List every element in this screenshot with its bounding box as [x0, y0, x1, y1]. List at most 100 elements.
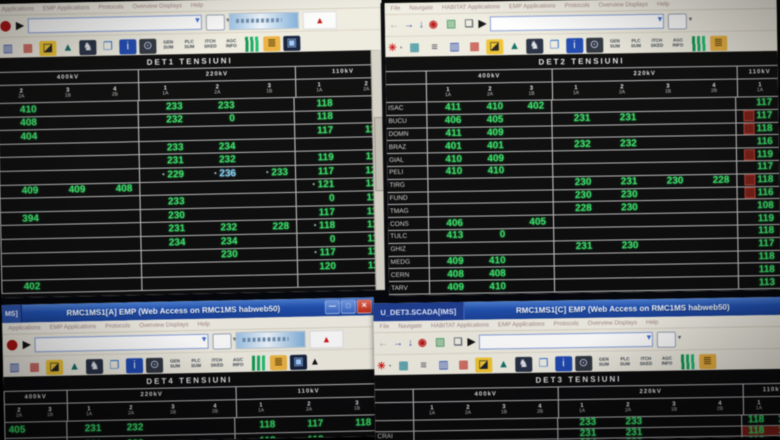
slash-yellow-icon[interactable]: ◪ [45, 359, 64, 375]
play-icon[interactable]: ▶ [467, 336, 476, 348]
chart-icon[interactable] [678, 353, 697, 369]
window-style-button[interactable] [205, 13, 225, 31]
plc-sum-button[interactable]: PLC SUM [184, 39, 195, 50]
down-arrow-icon[interactable]: ↓ [407, 337, 414, 349]
book-icon[interactable]: ≣ [269, 354, 288, 370]
menu-item[interactable]: Protocols [98, 3, 124, 11]
folders-icon[interactable]: ❐ [538, 357, 549, 370]
menu-item[interactable]: Applications [8, 324, 41, 332]
tree-icon[interactable]: ▲ [68, 359, 81, 373]
close-button[interactable]: ✕ [356, 299, 372, 314]
agc-info-button[interactable]: AGC INFO [672, 37, 684, 48]
alarm-icon[interactable]: ✳ [377, 360, 386, 372]
grid-red-icon[interactable]: ▦ [29, 360, 40, 373]
separator-dot-icon[interactable]: · [399, 42, 404, 54]
back-arrow-icon[interactable]: ← [377, 338, 389, 350]
itch-sked-button[interactable]: ITCH SKED [204, 38, 217, 49]
list-icon[interactable]: ≡ [431, 40, 438, 53]
image-icon[interactable]: ▧ [434, 336, 446, 349]
gen-sum-button[interactable]: GEN SUM [170, 358, 181, 369]
menu-item[interactable]: Help [645, 319, 659, 326]
back-arrow-icon[interactable]: ← [388, 19, 400, 32]
menu-item[interactable]: HABITAT Applications [430, 321, 490, 329]
record-icon[interactable]: ⬤ [0, 20, 12, 33]
down-arrow-icon[interactable]: ↓ [418, 19, 425, 31]
wolf-icon[interactable]: ♞ [525, 38, 544, 54]
window-style-button[interactable] [668, 12, 688, 30]
play-icon[interactable]: ▶ [22, 339, 31, 351]
window-style-button[interactable] [212, 332, 232, 350]
book-icon[interactable]: ≣ [263, 35, 281, 51]
forward-arrow-icon[interactable]: → [403, 19, 415, 31]
grid-red-icon[interactable]: ▦ [469, 40, 480, 53]
tree-icon[interactable]: ▲ [497, 357, 510, 370]
columns-navy-icon[interactable]: ▥ [438, 358, 449, 371]
menu-item[interactable]: Applications [1, 5, 34, 13]
folders-icon[interactable]: ❐ [102, 40, 113, 53]
chart-icon[interactable] [243, 36, 261, 52]
chart-icon[interactable] [249, 354, 268, 371]
columns-navy-icon[interactable]: ▥ [2, 42, 14, 55]
menu-item[interactable]: Overview Displays [598, 1, 649, 9]
window-navy-icon[interactable]: ▣ [289, 354, 308, 370]
menu-item[interactable]: Navigate [398, 323, 423, 330]
table-teal-icon[interactable]: ▦ [398, 359, 409, 372]
info-icon[interactable]: i [125, 357, 144, 373]
menu-item[interactable]: File [390, 5, 401, 12]
alarm-icon[interactable]: ✳ [388, 42, 397, 54]
agc-info-button[interactable]: AGC INFO [232, 357, 244, 368]
info-icon[interactable]: i [119, 38, 137, 55]
grid-red-icon[interactable]: ▦ [458, 358, 469, 371]
itch-sked-button[interactable]: ITCH SKED [210, 357, 224, 368]
display-selector-combo[interactable] [479, 331, 654, 350]
stop-icon[interactable]: ◉ [428, 19, 438, 31]
menu-item[interactable]: HABITAT Applications [441, 3, 501, 11]
menu-item[interactable]: Help [656, 1, 670, 8]
menu-item[interactable]: Overview Displays [139, 321, 189, 329]
menu-item[interactable]: File [379, 323, 390, 330]
stop-icon[interactable]: ◉ [417, 337, 427, 349]
info-icon[interactable]: i [554, 355, 573, 371]
menu-item[interactable]: Overview Displays [132, 2, 182, 10]
window-navy-icon[interactable]: ▣ [283, 35, 301, 51]
agc-info-button[interactable]: AGC INFO [661, 355, 673, 366]
menu-item[interactable]: Protocols [564, 2, 590, 9]
itch-sked-button[interactable]: ITCH SKED [650, 37, 664, 48]
itch-sked-button[interactable]: ITCH SKED [639, 355, 653, 367]
gen-sum-button[interactable]: GEN SUM [598, 356, 610, 367]
menu-item[interactable]: Navigate [409, 4, 434, 12]
plc-sum-button[interactable]: PLC SUM [630, 38, 642, 49]
book-icon[interactable]: ≣ [709, 35, 728, 51]
tree-icon[interactable]: ▲ [62, 40, 74, 54]
separator-dot-icon[interactable]: · [388, 360, 393, 372]
menu-item[interactable]: Overview Displays [587, 319, 638, 327]
scope-icon[interactable]: ⊙ [585, 37, 604, 53]
eject-icon[interactable]: ▲ [309, 355, 321, 368]
image-icon[interactable]: ▧ [445, 17, 457, 31]
menu-item[interactable]: EMP Applications [42, 4, 90, 12]
display-selector-combo[interactable] [27, 14, 202, 34]
menu-item[interactable]: EMP Applications [497, 321, 545, 328]
wolf-icon[interactable]: ♞ [85, 358, 104, 374]
scope-icon[interactable]: ⊙ [145, 357, 164, 373]
window-style-button[interactable] [657, 331, 677, 348]
gen-sum-button[interactable]: GEN SUM [163, 39, 174, 50]
slash-yellow-icon[interactable]: ◪ [474, 356, 493, 373]
agc-info-button[interactable]: AGC INFO [225, 38, 237, 49]
tree-icon[interactable]: ▲ [508, 39, 521, 52]
display-selector-combo[interactable] [34, 333, 209, 353]
gen-sum-button[interactable]: GEN SUM [609, 38, 621, 49]
maximize-button[interactable]: □ [340, 299, 356, 314]
plc-sum-button[interactable]: PLC SUM [190, 357, 202, 369]
minimize-button[interactable]: — [324, 299, 340, 315]
list-icon[interactable]: ≡ [420, 358, 427, 372]
background-window-fragment[interactable]: MS] [1, 304, 22, 324]
new-doc-icon[interactable]: ❏ [453, 336, 463, 349]
folders-icon[interactable]: ❐ [549, 38, 560, 51]
wolf-icon[interactable]: ♞ [79, 39, 97, 55]
wolf-icon[interactable]: ♞ [514, 356, 533, 372]
folders-icon[interactable]: ❐ [109, 359, 120, 372]
menu-item[interactable]: EMP Applications [49, 323, 97, 331]
scada-task-tab[interactable]: U_DET3.SCADA[IMS] [373, 301, 465, 322]
table-teal-icon[interactable]: ▦ [409, 41, 420, 54]
